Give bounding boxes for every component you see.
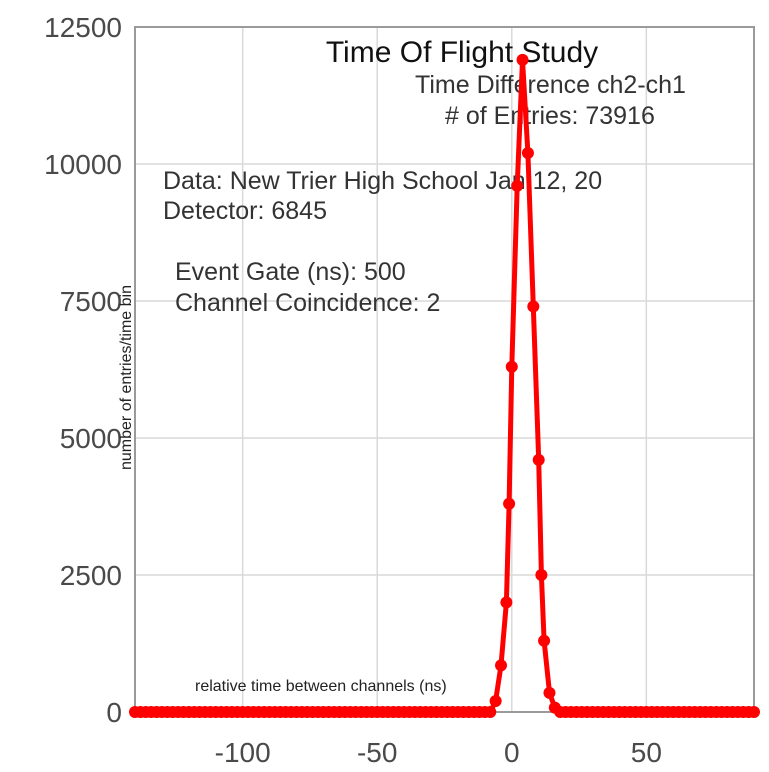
data-point bbox=[495, 659, 508, 672]
data-point bbox=[535, 569, 548, 581]
data-point bbox=[500, 596, 513, 609]
x-axis-label: relative time between channels (ns) bbox=[195, 678, 447, 695]
info-event-gate: Event Gate (ns): 500 bbox=[175, 258, 406, 286]
data-point bbox=[748, 706, 760, 718]
y-tick-label: 5000 bbox=[60, 423, 122, 454]
y-tick-label: 0 bbox=[106, 697, 122, 728]
y-tick-label: 12500 bbox=[44, 12, 122, 43]
data-point bbox=[516, 53, 529, 66]
data-point bbox=[484, 706, 497, 718]
info-channel-coincidence: Channel Coincidence: 2 bbox=[175, 289, 440, 317]
entries-count: # of Entries: 73916 bbox=[445, 102, 655, 130]
data-point bbox=[489, 695, 502, 708]
y-tick-label: 7500 bbox=[60, 286, 122, 317]
data-point bbox=[527, 300, 540, 313]
chart-title: Time Of Flight Study bbox=[326, 36, 598, 69]
chart-subtitle: Time Difference ch2-ch1 bbox=[415, 71, 686, 99]
x-tick-label: -100 bbox=[215, 737, 271, 768]
y-tick-label: 2500 bbox=[60, 560, 122, 591]
data-point bbox=[538, 634, 551, 647]
x-tick-label: -50 bbox=[357, 737, 397, 768]
data-point bbox=[505, 360, 518, 373]
data-point bbox=[543, 686, 556, 699]
y-axis: 0 2500 5000 7500 10000 12500 bbox=[44, 12, 122, 728]
x-axis: -100 -50 0 50 bbox=[215, 737, 662, 768]
data-point bbox=[511, 179, 524, 192]
x-tick-label: 50 bbox=[631, 737, 662, 768]
y-tick-label: 10000 bbox=[44, 149, 122, 180]
series-group bbox=[129, 53, 760, 718]
x-tick-label: 0 bbox=[504, 737, 520, 768]
y-axis-label: number of entries/time bin bbox=[118, 285, 135, 470]
data-point bbox=[503, 497, 516, 510]
series-line bbox=[135, 57, 754, 715]
info-data-source: Data: New Trier High School Jan 12, 20 bbox=[163, 167, 602, 195]
data-point bbox=[521, 147, 534, 160]
data-point bbox=[532, 453, 545, 466]
info-detector: Detector: 6845 bbox=[163, 197, 327, 225]
